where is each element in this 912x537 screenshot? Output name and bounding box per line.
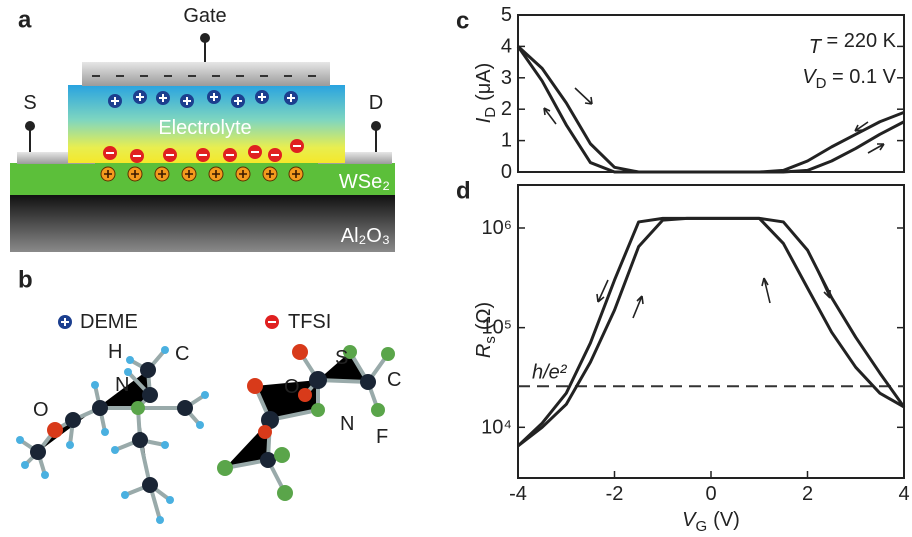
tfsi-atoms (217, 344, 395, 501)
x-tick-label: -2 (606, 483, 624, 505)
y-tick-label: 4 (501, 35, 512, 57)
atom-label: O (33, 399, 49, 421)
anion-name: TFSI (288, 311, 331, 333)
atom-label: S (335, 347, 348, 369)
panel-label: b (18, 267, 33, 294)
substrate-label: Al₂O₃ (341, 225, 390, 247)
annotation-symbol: V (802, 66, 817, 88)
chart: d 10⁴ 10⁵ 10⁶ -4 -2 0 2 4 Rs (Ω) VG (V) h/e² (456, 178, 910, 535)
gate-electrode (82, 62, 330, 86)
y-tick-label: 3 (501, 67, 512, 89)
annotation-text: = 0.1 V (827, 66, 897, 88)
label-unit: (V) (713, 509, 740, 531)
cation-name: DEME (80, 311, 138, 333)
reference-label: h/e² (532, 361, 568, 383)
channel-label: WSe₂ (339, 171, 390, 193)
gate-label: Gate (183, 5, 226, 27)
x-axis-label: VG (V) (682, 509, 740, 535)
molecules: b DEME TFSI H C N O S O C N F (16, 267, 401, 524)
label-symbol: R (473, 344, 495, 358)
x-tick-label: -4 (509, 483, 527, 505)
deme-bonds (18, 348, 207, 521)
atom-label: N (340, 413, 354, 435)
panel-label: c (456, 8, 469, 35)
atom-label: F (376, 426, 388, 448)
drain-terminal (371, 121, 381, 131)
y-tick-label: 0 (501, 161, 512, 183)
atom-label: N (115, 374, 129, 396)
y-tick-label: 10⁴ (481, 416, 512, 438)
tfsi-bonds (224, 350, 390, 494)
label-symbol: I (473, 117, 495, 123)
annotation: VD = 0.1 V (802, 66, 896, 92)
label-unit: (Ω) (473, 302, 495, 330)
data-line (517, 216, 906, 448)
annotation-symbol: T (809, 36, 823, 58)
annotation-text: = 220 K (821, 30, 897, 52)
panel-label: d (456, 178, 471, 205)
plot-frame (517, 184, 905, 479)
data-line (516, 216, 905, 448)
sweep-arrows (543, 87, 885, 319)
y-tick-label: 5 (501, 4, 512, 26)
y-tick-label: 10⁵ (481, 317, 512, 339)
device-schematic: a Gate S D Electrolyte WSe₂ Al₂O₃ (10, 5, 395, 252)
y-tick-label: 1 (501, 130, 512, 152)
y-axis-label: Rs (Ω) (473, 302, 499, 358)
label-symbol: V (682, 509, 697, 531)
substrate (10, 195, 395, 252)
atom-label: O (284, 376, 300, 398)
annotation: T = 220 K (809, 30, 897, 58)
y-axis-label: ID (μA) (473, 63, 499, 124)
electrolyte-label: Electrolyte (158, 117, 251, 139)
source-label: S (23, 92, 36, 114)
atom-label: C (175, 343, 189, 365)
source-terminal (25, 121, 35, 131)
atom-label: C (387, 369, 401, 391)
deme-atoms (16, 346, 209, 524)
y-tick-label: 2 (501, 98, 512, 120)
data-line (516, 45, 905, 174)
x-tick-label: 0 (705, 483, 716, 505)
atom-label: H (108, 341, 122, 363)
drain-label: D (369, 92, 383, 114)
x-tick-label: 4 (898, 483, 909, 505)
label-unit: (μA) (473, 63, 495, 101)
gate-terminal (200, 33, 210, 43)
annotation-subscript: D (816, 75, 827, 92)
x-tick-label: 2 (802, 483, 813, 505)
y-tick-label: 10⁶ (482, 217, 512, 239)
label-subscript: G (696, 518, 708, 535)
channel-layer (10, 163, 395, 195)
label-subscript: D (482, 107, 499, 118)
label-subscript: s (482, 336, 499, 344)
panel-label: a (18, 7, 32, 34)
